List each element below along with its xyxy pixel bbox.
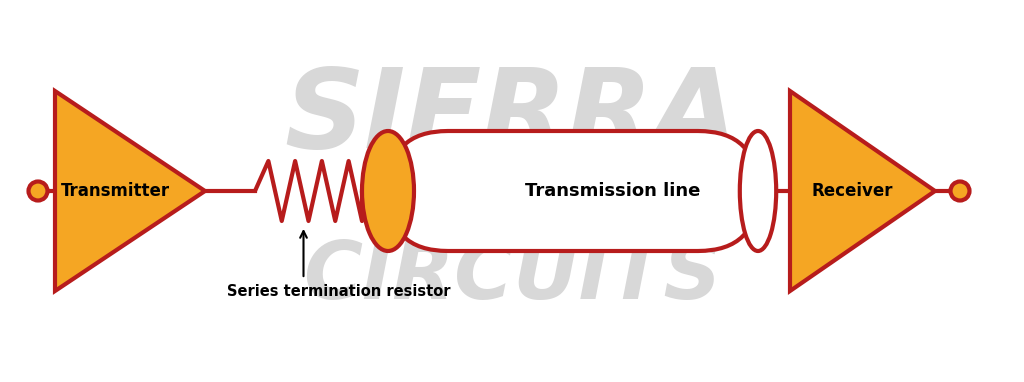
Circle shape: [29, 181, 47, 201]
Text: Series termination resistor: Series termination resistor: [226, 284, 451, 299]
Text: CIRCUITS: CIRCUITS: [303, 238, 721, 316]
Text: Transmitter: Transmitter: [60, 182, 170, 200]
Ellipse shape: [739, 131, 776, 251]
Polygon shape: [790, 91, 935, 291]
Text: SIERRA: SIERRA: [285, 63, 739, 170]
Text: Receiver: Receiver: [812, 182, 893, 200]
Text: Transmission line: Transmission line: [525, 182, 700, 200]
Ellipse shape: [362, 131, 414, 251]
FancyBboxPatch shape: [388, 131, 758, 251]
Polygon shape: [55, 91, 205, 291]
Circle shape: [950, 181, 970, 201]
